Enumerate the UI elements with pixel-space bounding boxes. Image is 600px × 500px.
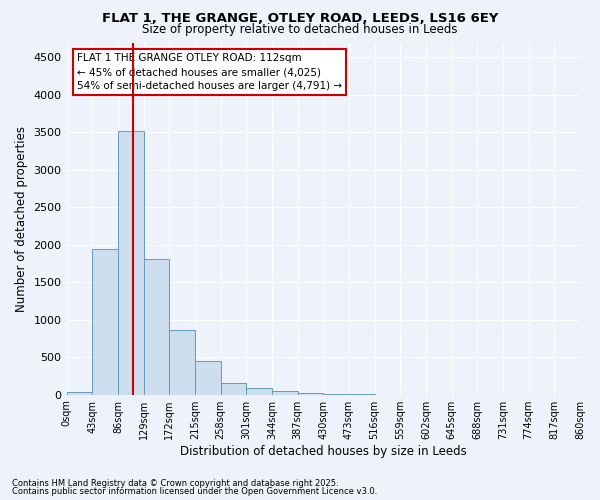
Bar [67, 392, 92, 394]
Bar [298, 393, 323, 394]
X-axis label: Distribution of detached houses by size in Leeds: Distribution of detached houses by size … [180, 444, 467, 458]
Text: FLAT 1, THE GRANGE, OTLEY ROAD, LEEDS, LS16 6EY: FLAT 1, THE GRANGE, OTLEY ROAD, LEEDS, L… [102, 12, 498, 26]
Bar [118, 131, 143, 394]
Text: Contains HM Land Registry data © Crown copyright and database right 2025.: Contains HM Land Registry data © Crown c… [12, 478, 338, 488]
Text: FLAT 1 THE GRANGE OTLEY ROAD: 112sqm
← 45% of detached houses are smaller (4,025: FLAT 1 THE GRANGE OTLEY ROAD: 112sqm ← 4… [77, 53, 342, 91]
Bar [169, 330, 195, 394]
Bar [195, 361, 221, 394]
Bar [92, 248, 118, 394]
Bar [221, 384, 246, 394]
Text: Contains public sector information licensed under the Open Government Licence v3: Contains public sector information licen… [12, 487, 377, 496]
Bar [143, 259, 169, 394]
Bar [272, 390, 298, 394]
Y-axis label: Number of detached properties: Number of detached properties [15, 126, 28, 312]
Text: Size of property relative to detached houses in Leeds: Size of property relative to detached ho… [142, 22, 458, 36]
Bar [246, 388, 272, 394]
